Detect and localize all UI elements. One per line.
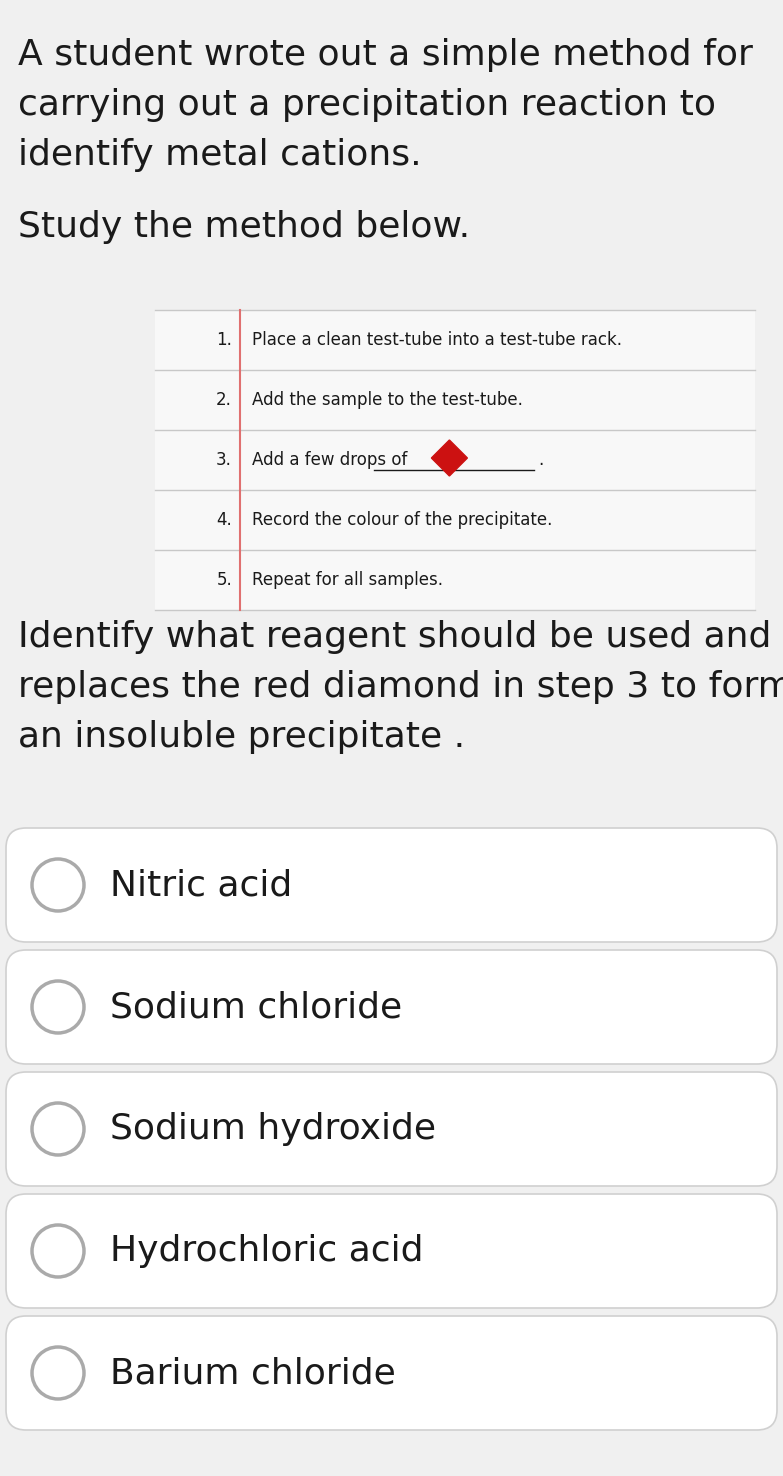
Text: Repeat for all samples.: Repeat for all samples. bbox=[252, 571, 443, 589]
Text: Hydrochloric acid: Hydrochloric acid bbox=[110, 1234, 424, 1268]
Polygon shape bbox=[431, 440, 467, 475]
FancyBboxPatch shape bbox=[6, 951, 777, 1064]
Text: Identify what reagent should be used and: Identify what reagent should be used and bbox=[18, 620, 771, 654]
Text: Sodium chloride: Sodium chloride bbox=[110, 990, 402, 1024]
Text: Nitric acid: Nitric acid bbox=[110, 868, 292, 902]
Text: carrying out a precipitation reaction to: carrying out a precipitation reaction to bbox=[18, 87, 716, 121]
Polygon shape bbox=[155, 310, 755, 610]
FancyBboxPatch shape bbox=[6, 828, 777, 942]
Text: 5.: 5. bbox=[216, 571, 232, 589]
Text: Place a clean test-tube into a test-tube rack.: Place a clean test-tube into a test-tube… bbox=[252, 331, 622, 348]
Text: 3.: 3. bbox=[216, 452, 232, 469]
Text: an insoluble precipitate .: an insoluble precipitate . bbox=[18, 720, 465, 754]
Text: Barium chloride: Barium chloride bbox=[110, 1356, 395, 1390]
Text: identify metal cations.: identify metal cations. bbox=[18, 137, 421, 171]
Text: Add a few drops of: Add a few drops of bbox=[252, 452, 407, 469]
Text: 4.: 4. bbox=[216, 511, 232, 528]
Text: .: . bbox=[539, 452, 543, 469]
Text: A student wrote out a simple method for: A student wrote out a simple method for bbox=[18, 37, 753, 71]
Text: Add the sample to the test-tube.: Add the sample to the test-tube. bbox=[252, 391, 523, 409]
Text: Record the colour of the precipitate.: Record the colour of the precipitate. bbox=[252, 511, 552, 528]
Text: Sodium hydroxide: Sodium hydroxide bbox=[110, 1111, 436, 1145]
FancyBboxPatch shape bbox=[6, 1194, 777, 1308]
Text: replaces the red diamond in step 3 to form: replaces the red diamond in step 3 to fo… bbox=[18, 670, 783, 704]
FancyBboxPatch shape bbox=[6, 1072, 777, 1187]
Text: Study the method below.: Study the method below. bbox=[18, 210, 470, 244]
FancyBboxPatch shape bbox=[6, 1317, 777, 1430]
Text: 1.: 1. bbox=[216, 331, 232, 348]
Text: 2.: 2. bbox=[216, 391, 232, 409]
